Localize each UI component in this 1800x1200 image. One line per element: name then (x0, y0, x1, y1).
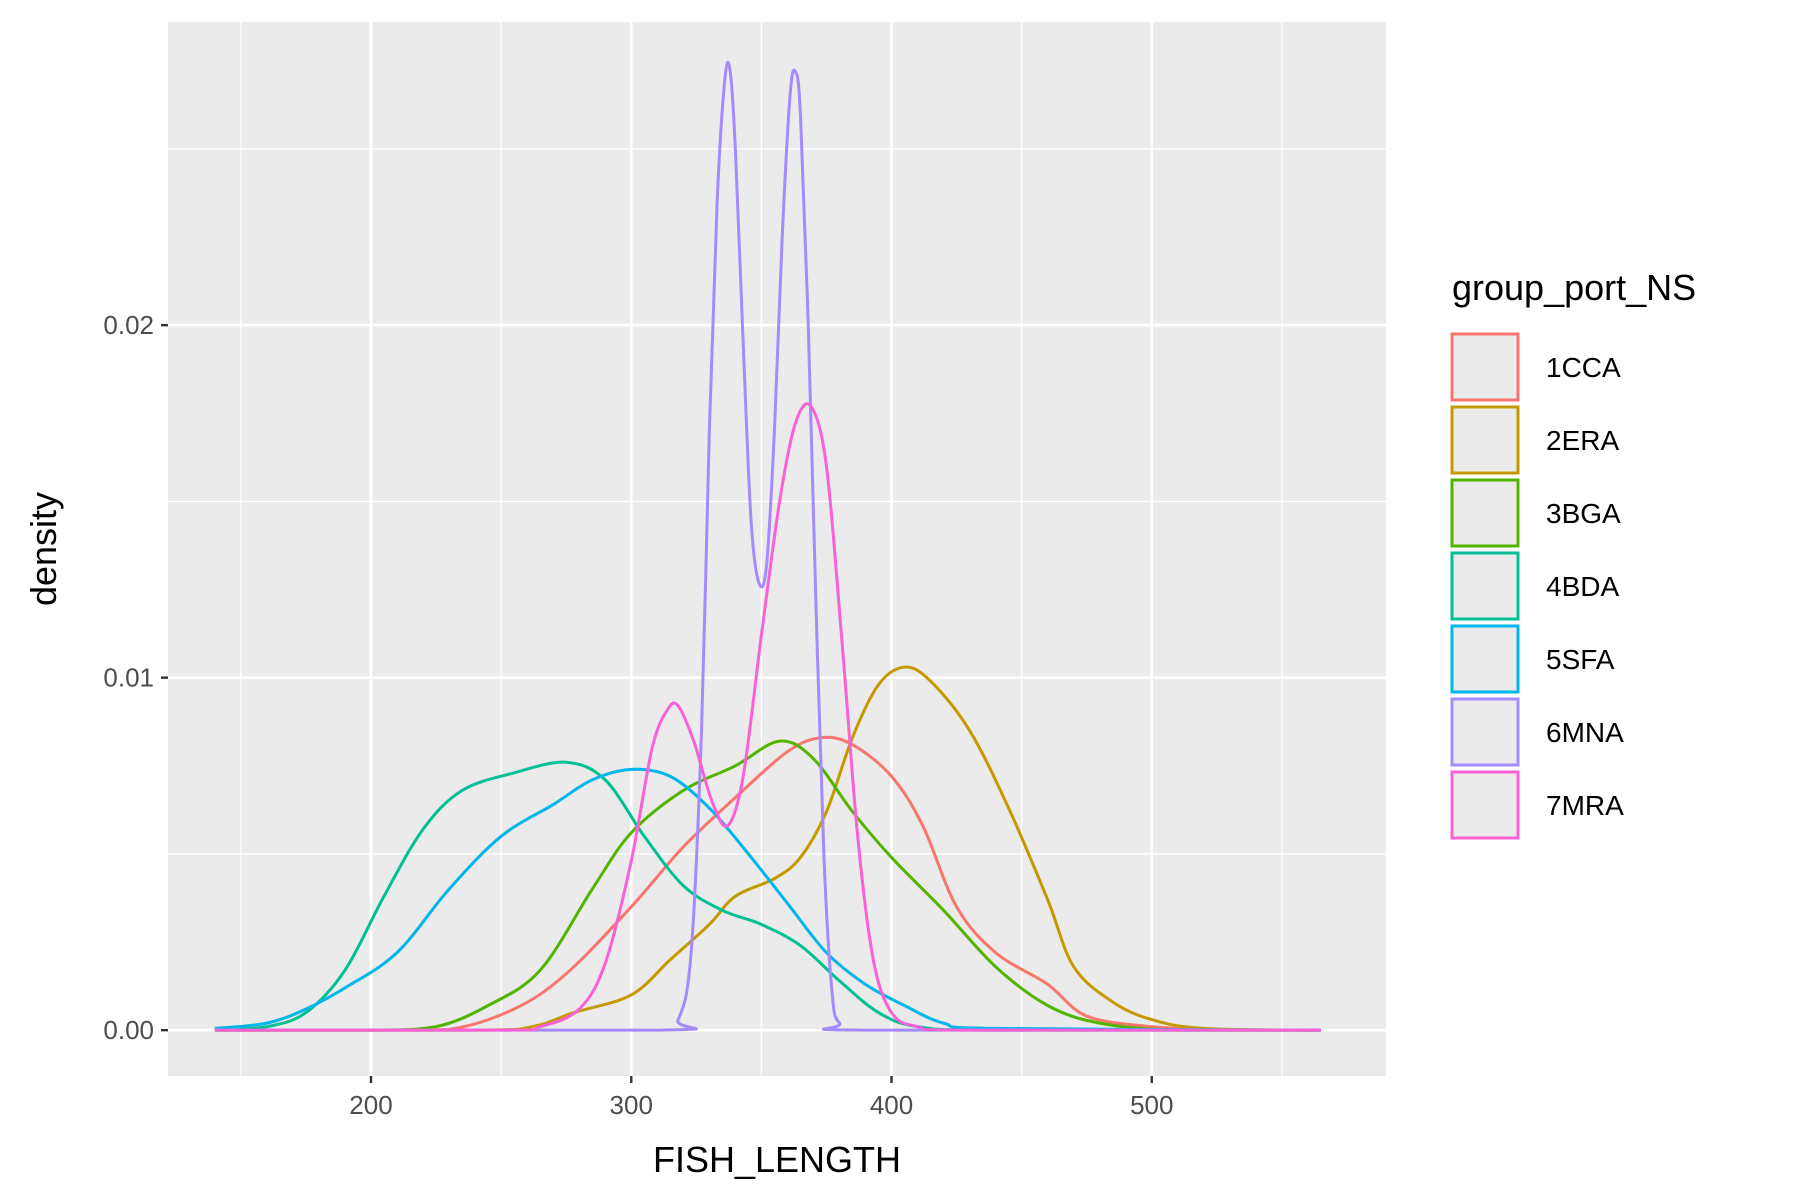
x-axis-title: FISH_LENGTH (653, 1139, 901, 1180)
density-curve-3BGA (214, 739, 1321, 1032)
legend-title: group_port_NS (1452, 267, 1696, 308)
legend-label: 2ERA (1546, 425, 1619, 456)
x-tick-label: 200 (349, 1090, 392, 1120)
legend-key-5SFA (1450, 624, 1520, 694)
legend-key-7MRA (1450, 770, 1520, 840)
legend-label: 6MNA (1546, 717, 1624, 748)
density-series (214, 60, 1321, 1032)
y-tick-label: 0.01 (103, 663, 154, 693)
y-tick-label: 0.00 (103, 1015, 154, 1045)
legend-label: 1CCA (1546, 352, 1621, 383)
plot-panel (168, 22, 1386, 1076)
legend-key-2ERA (1450, 405, 1520, 475)
legend-key-3BGA (1450, 478, 1520, 548)
legend-label: 7MRA (1546, 790, 1624, 821)
density-curve-5SFA (214, 767, 1321, 1032)
legend-key-1CCA (1450, 332, 1520, 402)
y-axis-title: density (23, 492, 64, 606)
x-tick-label: 400 (870, 1090, 913, 1120)
legend-label: 3BGA (1546, 498, 1621, 529)
legend-label: 5SFA (1546, 644, 1615, 675)
legend-label: 4BDA (1546, 571, 1619, 602)
density-curve-1CCA (214, 735, 1321, 1032)
density-curve-6MNA (214, 60, 1321, 1032)
axes: 200 300 400 500 0.00 0.01 0.02 (103, 310, 1173, 1120)
legend-key-6MNA (1450, 697, 1520, 767)
density-curve-7MRA (214, 402, 1321, 1032)
legend: group_port_NS 1CCA 2ERA 3BGA 4BDA 5SFA 6MNA 7M… (1450, 267, 1696, 840)
y-tick-label: 0.02 (103, 310, 154, 340)
x-tick-label: 500 (1130, 1090, 1173, 1120)
legend-key-4BDA (1450, 551, 1520, 621)
x-tick-label: 300 (610, 1090, 653, 1120)
